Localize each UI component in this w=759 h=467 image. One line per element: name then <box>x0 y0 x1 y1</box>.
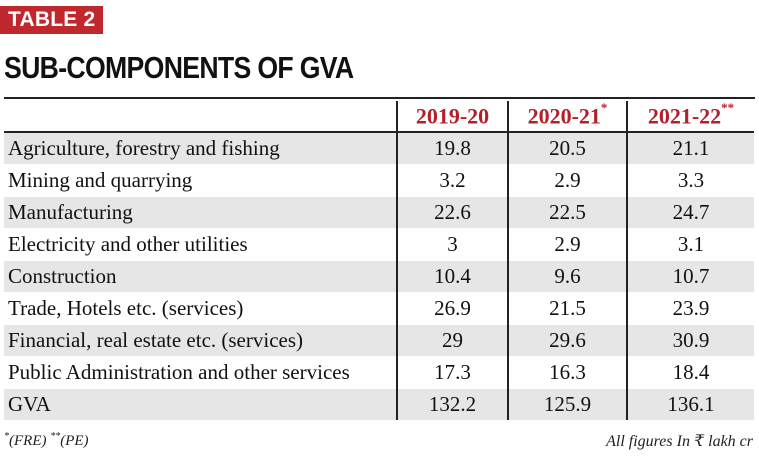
units-note: All figures In ₹ lakh cr <box>606 433 753 450</box>
cell-2020-21: 2.9 <box>507 164 627 197</box>
cell-2019-20: 3 <box>396 228 508 261</box>
cell-2021-22: 136.1 <box>626 388 754 420</box>
cell-2019-20: 3.2 <box>396 164 508 197</box>
cell-2020-21: 22.5 <box>507 196 627 229</box>
row-label: Public Administration and other services <box>4 356 397 389</box>
table-row: Mining and quarrying 3.2 2.9 3.3 <box>4 164 754 197</box>
row-label: Trade, Hotels etc. (services) <box>4 292 397 325</box>
row-label: Manufacturing <box>4 196 397 229</box>
header-2019-20: 2019-20 <box>396 101 508 133</box>
header-2020-21: 2020-21* <box>507 99 627 133</box>
table-row: Construction 10.4 9.6 10.7 <box>4 260 754 293</box>
row-label: Construction <box>4 260 397 293</box>
row-label: Agriculture, forestry and fishing <box>4 131 397 165</box>
footnote-mark: * <box>4 431 9 442</box>
cell-2020-21: 20.5 <box>507 131 627 165</box>
cell-2019-20: 132.2 <box>396 388 508 420</box>
row-label: Mining and quarrying <box>4 164 397 197</box>
table-row: Trade, Hotels etc. (services) 26.9 21.5 … <box>4 292 754 325</box>
footnote: *(FRE) **(PE) <box>4 431 89 450</box>
header-year: 2019-20 <box>415 103 490 129</box>
gva-table: 2019-20 2020-21* 2021-22** Agriculture, … <box>4 99 754 420</box>
cell-2019-20: 19.8 <box>396 131 508 165</box>
table-row-total: GVA 132.2 125.9 136.1 <box>4 388 754 420</box>
header-row: 2019-20 2020-21* 2021-22** <box>4 99 754 133</box>
table-row: Agriculture, forestry and fishing 19.8 2… <box>4 131 754 165</box>
cell-2020-21: 9.6 <box>507 260 627 293</box>
header-mark: * <box>600 99 608 115</box>
cell-2020-21: 125.9 <box>507 388 627 420</box>
table-badge: TABLE 2 <box>0 6 104 34</box>
row-label: Financial, real estate etc. (services) <box>4 324 397 357</box>
cell-2021-22: 30.9 <box>626 324 754 357</box>
cell-2021-22: 23.9 <box>626 292 754 325</box>
header-mark: ** <box>721 99 735 115</box>
footnote-text: (FRE) <box>9 433 47 449</box>
page-title: SUB-COMPONENTS OF GVA <box>4 50 354 85</box>
cell-2021-22: 21.1 <box>626 131 754 165</box>
cell-2019-20: 26.9 <box>396 292 508 325</box>
header-2021-22: 2021-22** <box>626 99 754 133</box>
table-row: Manufacturing 22.6 22.5 24.7 <box>4 196 754 229</box>
header-year: 2020-21 <box>527 103 601 129</box>
table-row: Financial, real estate etc. (services) 2… <box>4 324 754 357</box>
title-rule <box>4 97 755 99</box>
cell-2021-22: 18.4 <box>626 356 754 389</box>
cell-2019-20: 22.6 <box>396 196 508 229</box>
cell-2019-20: 17.3 <box>396 356 508 389</box>
table-row: Public Administration and other services… <box>4 356 754 389</box>
footnote-text: (PE) <box>60 433 89 449</box>
header-year: 2021-22 <box>647 103 722 129</box>
footnote-mark: ** <box>50 431 61 442</box>
cell-2020-21: 21.5 <box>507 292 627 325</box>
table-row: Electricity and other utilities 3 2.9 3.… <box>4 228 754 261</box>
cell-2020-21: 16.3 <box>507 356 627 389</box>
cell-2019-20: 10.4 <box>396 260 508 293</box>
cell-2021-22: 10.7 <box>626 260 754 293</box>
header-blank <box>4 101 397 133</box>
row-label: GVA <box>4 388 397 420</box>
cell-2020-21: 29.6 <box>507 324 627 357</box>
cell-2021-22: 24.7 <box>626 196 754 229</box>
cell-2021-22: 3.1 <box>626 228 754 261</box>
cell-2020-21: 2.9 <box>507 228 627 261</box>
cell-2019-20: 29 <box>396 324 508 357</box>
row-label: Electricity and other utilities <box>4 228 397 261</box>
cell-2021-22: 3.3 <box>626 164 754 197</box>
